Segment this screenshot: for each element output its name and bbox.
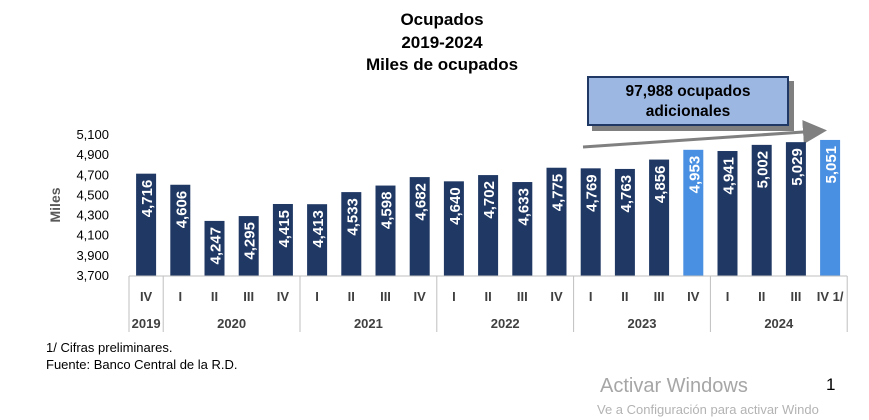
x-tick-label: II [758,289,765,304]
bar-value-label: 4,606 [173,191,190,229]
callout-box: 97,988 ocupados adicionales [587,76,789,126]
bar-value-label: 4,533 [344,198,361,236]
callout-line-2: adicionales [645,103,731,120]
x-tick-label: IV [140,289,153,304]
x-tick-label: III [654,289,665,304]
bar [272,203,293,276]
page-number: 1 [826,375,836,394]
bar [478,175,499,276]
y-tick-label: 3,900 [76,248,109,263]
y-tick-label: 4,900 [76,147,109,162]
y-tick-label: 3,700 [76,268,109,283]
callout-line-1: 97,988 ocupados [625,83,751,100]
bar-value-label: 4,941 [721,157,738,195]
bar-value-label: 4,775 [550,174,567,212]
x-tick-label: IV [687,289,700,304]
y-tick-label: 4,500 [76,187,109,202]
bar-value-label: 4,598 [379,192,396,230]
bar [238,216,259,276]
bar [683,149,704,276]
x-tick-label: IV [414,289,427,304]
bar-value-label: 5,029 [789,148,806,186]
x-year-label: 2020 [217,316,246,331]
bar [341,192,362,276]
bar [649,159,670,276]
y-tick-label: 4,300 [76,208,109,223]
bar [546,167,567,276]
source-note: Fuente: Banco Central de la R.D. [46,357,238,372]
bar [307,204,328,276]
bar-value-label: 4,769 [584,174,601,212]
x-tick-label: III [517,289,528,304]
bar [512,182,533,276]
bar [614,168,635,276]
bar-value-label: 4,415 [276,210,293,248]
x-year-label: 2024 [764,316,794,331]
bar [785,142,806,276]
x-tick-label: II [211,289,218,304]
y-tick-label: 4,100 [76,228,109,243]
x-year-label: 2021 [354,316,383,331]
windows-watermark-title: Activar Windows [600,375,748,397]
x-tick-label: I [178,289,182,304]
bar [580,168,601,276]
bar-value-label: 4,413 [310,210,327,248]
bar [204,220,225,276]
bar-value-label: 4,633 [515,188,532,226]
bar-value-label: 5,002 [755,151,772,189]
x-tick-label: IV 1/ [817,289,844,304]
bar [443,181,464,276]
bar [820,139,841,276]
bar [136,173,157,276]
x-tick-label: III [243,289,254,304]
bar-value-label: 4,682 [413,183,430,221]
x-tick-label: I [452,289,456,304]
x-year-label: 2022 [491,316,520,331]
preliminary-note: 1/ Cifras preliminares. [46,340,173,355]
x-tick-label: IV [550,289,563,304]
x-tick-label: I [726,289,730,304]
chart-subtitle-units: Miles de ocupados [365,55,519,74]
x-tick-label: II [484,289,491,304]
x-year-label: 2023 [628,316,657,331]
bar-value-label: 4,763 [618,175,635,213]
bar-value-label: 4,640 [447,187,464,225]
bar-value-label: 4,247 [208,227,225,265]
chart-subtitle-period: 2019-2024 [401,33,483,52]
bar [375,185,396,276]
y-axis-label: Miles [47,187,63,222]
x-tick-label: III [790,289,801,304]
bar-value-label: 4,856 [652,166,669,204]
x-tick-label: I [589,289,593,304]
x-tick-label: I [315,289,319,304]
bar-value-label: 4,295 [242,222,259,260]
growth-arrow [582,120,827,149]
bar [409,177,430,276]
x-tick-label: II [348,289,355,304]
bar-value-label: 4,953 [686,156,703,194]
y-tick-label: 4,700 [76,167,109,182]
y-tick-label: 5,100 [76,127,109,142]
bar [717,151,738,276]
bar [751,144,772,276]
x-tick-label: II [621,289,628,304]
x-tick-label: IV [277,289,290,304]
x-year-label: 2019 [132,316,161,331]
bar-value-label: 5,051 [823,146,840,184]
bar [170,184,191,276]
x-tick-label: III [380,289,391,304]
bar-value-label: 4,702 [481,181,498,219]
bar-value-label: 4,716 [139,180,156,218]
chart-title: Ocupados [400,10,484,29]
windows-watermark-subtitle: Ve a Configuración para activar Windo [597,402,819,417]
